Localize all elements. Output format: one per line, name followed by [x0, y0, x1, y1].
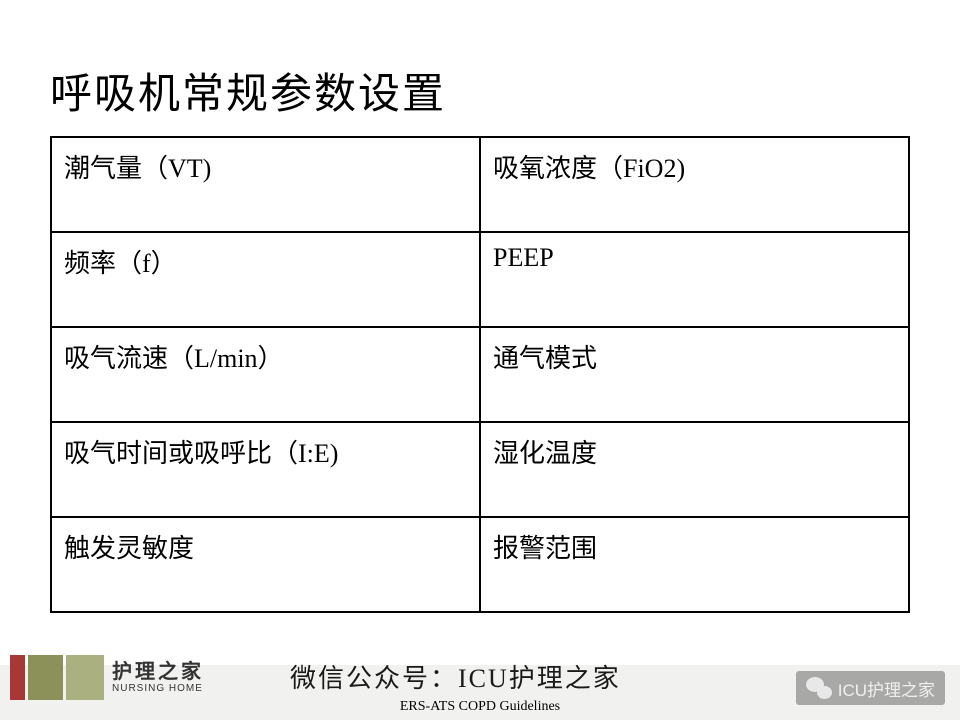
table-row: 吸气流速（L/min） 通气模式: [51, 327, 909, 422]
logo-bar: [66, 655, 104, 700]
wechat-icon: [806, 675, 832, 701]
handwriting-text: 微信公众号：ICU护理之家: [290, 658, 621, 695]
table-row: 吸气时间或吸呼比（I:E) 湿化温度: [51, 422, 909, 517]
table-cell: 潮气量（VT): [51, 137, 480, 232]
table-cell: 报警范围: [480, 517, 909, 612]
table-cell: 吸氧浓度（FiO2): [480, 137, 909, 232]
logo-cn-text: 护理之家: [112, 661, 204, 683]
slide-container: 呼吸机常规参数设置 潮气量（VT) 吸氧浓度（FiO2) 频率（f） PEEP …: [0, 0, 960, 720]
table-cell: 频率（f）: [51, 232, 480, 327]
guidelines-text: ERS-ATS COPD Guidelines: [400, 699, 560, 715]
table-cell: 吸气时间或吸呼比（I:E): [51, 422, 480, 517]
wechat-text: ICU护理之家: [838, 676, 935, 701]
page-title: 呼吸机常规参数设置: [50, 60, 910, 121]
logo-block: 护理之家 NURSING HOME: [10, 655, 204, 700]
table-cell: 通气模式: [480, 327, 909, 422]
logo-bar: [28, 655, 63, 700]
logo-en-text: NURSING HOME: [112, 683, 204, 694]
table-row: 潮气量（VT) 吸氧浓度（FiO2): [51, 137, 909, 232]
table-cell: PEEP: [480, 232, 909, 327]
table-cell: 吸气流速（L/min）: [51, 327, 480, 422]
logo-bar: [10, 655, 25, 700]
table-row: 频率（f） PEEP: [51, 232, 909, 327]
footer: 护理之家 NURSING HOME 微信公众号：ICU护理之家 ERS-ATS …: [0, 650, 960, 720]
table-cell: 湿化温度: [480, 422, 909, 517]
table-cell: 触发灵敏度: [51, 517, 480, 612]
wechat-block: ICU护理之家: [796, 671, 945, 705]
logo-text: 护理之家 NURSING HOME: [112, 661, 204, 694]
parameters-table: 潮气量（VT) 吸氧浓度（FiO2) 频率（f） PEEP 吸气流速（L/min…: [50, 136, 910, 613]
table-row: 触发灵敏度 报警范围: [51, 517, 909, 612]
logo-icon: [10, 655, 104, 700]
